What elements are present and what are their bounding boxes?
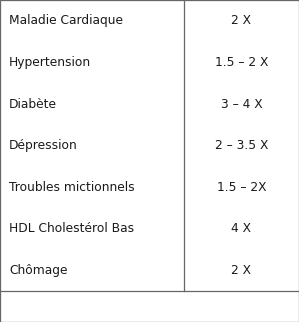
Text: 2 – 3.5 X: 2 – 3.5 X: [215, 139, 268, 152]
Text: Dépression: Dépression: [9, 139, 78, 152]
Text: HDL Cholestérol Bas: HDL Cholestérol Bas: [9, 223, 134, 235]
Text: 1.5 – 2X: 1.5 – 2X: [217, 181, 266, 194]
Text: 2 X: 2 X: [231, 14, 251, 27]
Text: Troubles mictionnels: Troubles mictionnels: [9, 181, 135, 194]
Text: Hypertension: Hypertension: [9, 56, 91, 69]
Text: Diabète: Diabète: [9, 98, 57, 110]
Text: Maladie Cardiaque: Maladie Cardiaque: [9, 14, 123, 27]
Text: 2 X: 2 X: [231, 264, 251, 277]
Text: 4 X: 4 X: [231, 223, 251, 235]
Text: Chômage: Chômage: [9, 264, 68, 277]
Text: 1.5 – 2 X: 1.5 – 2 X: [215, 56, 268, 69]
Text: 3 – 4 X: 3 – 4 X: [221, 98, 262, 110]
